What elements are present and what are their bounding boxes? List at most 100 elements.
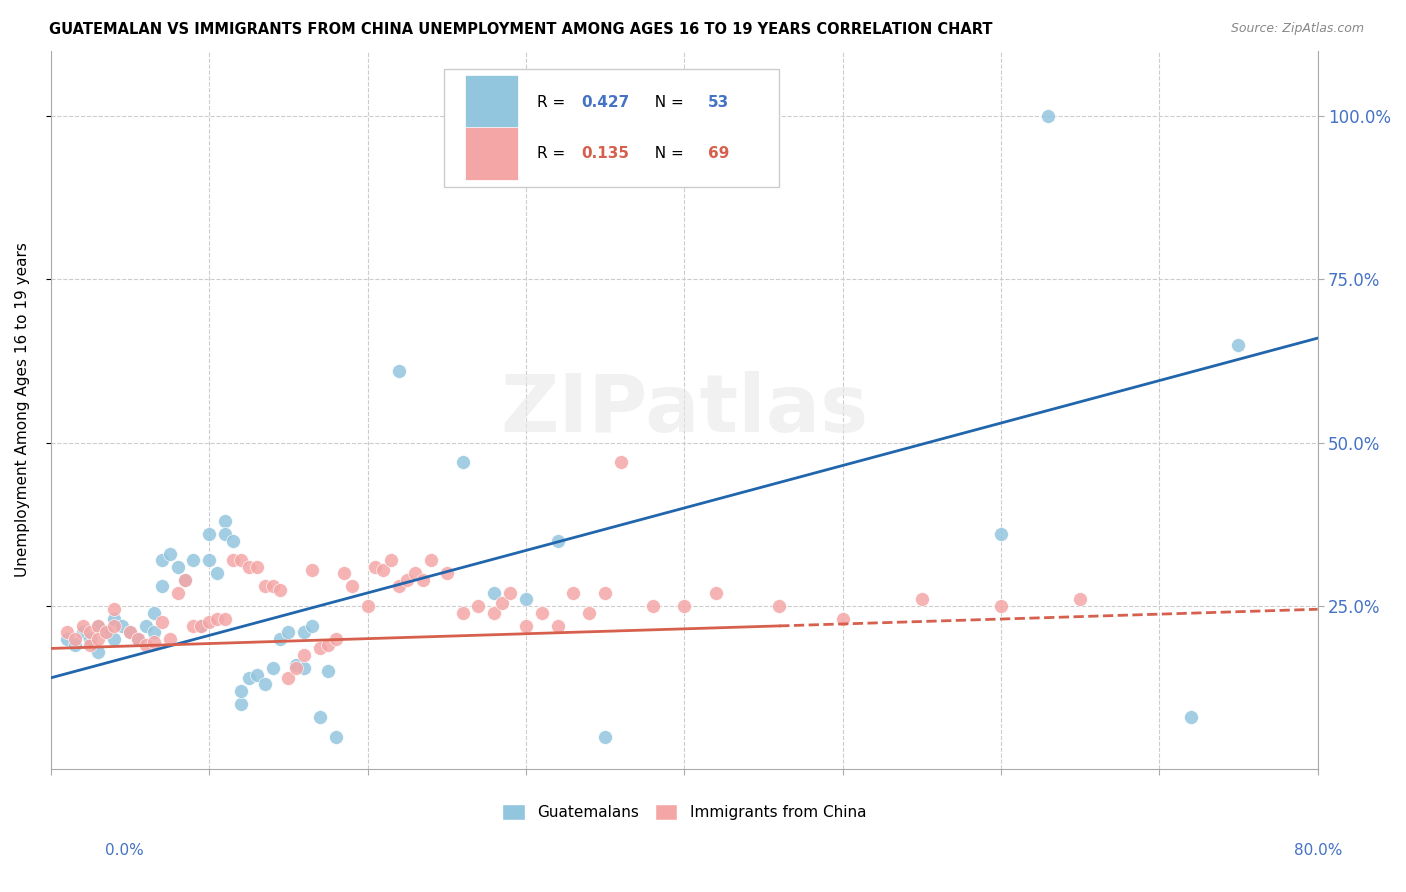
Point <box>641 599 664 613</box>
Point <box>269 632 291 646</box>
Point <box>285 657 308 672</box>
Point <box>309 641 332 656</box>
Point <box>127 632 149 646</box>
Point <box>246 667 269 681</box>
Point <box>72 625 94 640</box>
Point <box>214 527 236 541</box>
Point <box>159 547 181 561</box>
Point <box>238 559 260 574</box>
Point <box>205 612 228 626</box>
Point <box>396 573 419 587</box>
Point <box>356 599 378 613</box>
Point <box>482 606 505 620</box>
Point <box>277 671 299 685</box>
Point <box>547 618 569 632</box>
Point <box>491 596 513 610</box>
Point <box>198 527 221 541</box>
Point <box>183 553 205 567</box>
Point <box>238 671 260 685</box>
Point <box>253 579 276 593</box>
Point <box>79 638 101 652</box>
Point <box>118 625 141 640</box>
Point <box>990 599 1012 613</box>
Point <box>229 697 252 711</box>
Text: 69: 69 <box>709 146 730 161</box>
Point <box>87 618 110 632</box>
Point <box>103 618 125 632</box>
Point <box>166 559 188 574</box>
Point <box>142 625 165 640</box>
Point <box>292 661 315 675</box>
Point <box>103 632 125 646</box>
Point <box>388 579 411 593</box>
Point <box>262 579 284 593</box>
Point <box>704 586 727 600</box>
Point <box>301 563 323 577</box>
Point <box>222 553 245 567</box>
Point <box>1180 710 1202 724</box>
Point <box>292 648 315 662</box>
Point <box>63 632 86 646</box>
Point <box>301 618 323 632</box>
Point <box>364 559 387 574</box>
Point <box>205 566 228 581</box>
Point <box>451 455 474 469</box>
Point <box>222 533 245 548</box>
Point <box>340 579 363 593</box>
Point <box>166 586 188 600</box>
Point <box>593 586 616 600</box>
Legend: Guatemalans, Immigrants from China: Guatemalans, Immigrants from China <box>496 798 872 826</box>
Point <box>118 625 141 640</box>
Text: N =: N = <box>645 95 689 110</box>
Point <box>79 625 101 640</box>
Point <box>1227 337 1250 351</box>
Point <box>482 586 505 600</box>
Point <box>1038 109 1060 123</box>
Point <box>768 599 790 613</box>
Point <box>63 638 86 652</box>
Point <box>325 730 347 744</box>
FancyBboxPatch shape <box>465 127 519 180</box>
Point <box>87 645 110 659</box>
Point <box>150 579 173 593</box>
Point <box>499 586 522 600</box>
Point <box>292 625 315 640</box>
Point <box>990 527 1012 541</box>
Point <box>214 514 236 528</box>
Point <box>96 625 118 640</box>
Text: R =: R = <box>537 95 571 110</box>
Point <box>325 632 347 646</box>
Point <box>111 618 134 632</box>
Text: Source: ZipAtlas.com: Source: ZipAtlas.com <box>1230 22 1364 36</box>
Point <box>190 618 212 632</box>
Point <box>79 632 101 646</box>
Point <box>72 618 94 632</box>
Point <box>380 553 402 567</box>
Point <box>190 618 212 632</box>
Point <box>87 632 110 646</box>
Point <box>593 730 616 744</box>
Point <box>198 615 221 630</box>
Point <box>269 582 291 597</box>
Point <box>174 573 197 587</box>
Point <box>142 606 165 620</box>
Point <box>515 592 537 607</box>
Text: 0.427: 0.427 <box>582 95 630 110</box>
Text: N =: N = <box>645 146 689 161</box>
Point <box>262 661 284 675</box>
Point <box>96 625 118 640</box>
Point <box>183 618 205 632</box>
Text: 80.0%: 80.0% <box>1295 843 1343 858</box>
Point <box>419 553 441 567</box>
Point <box>150 553 173 567</box>
Point <box>214 612 236 626</box>
Point <box>127 632 149 646</box>
Point <box>673 599 696 613</box>
Y-axis label: Unemployment Among Ages 16 to 19 years: Unemployment Among Ages 16 to 19 years <box>15 243 30 577</box>
FancyBboxPatch shape <box>443 69 779 187</box>
Point <box>277 625 299 640</box>
Point <box>159 632 181 646</box>
Point <box>174 573 197 587</box>
Text: R =: R = <box>537 146 571 161</box>
Point <box>578 606 600 620</box>
